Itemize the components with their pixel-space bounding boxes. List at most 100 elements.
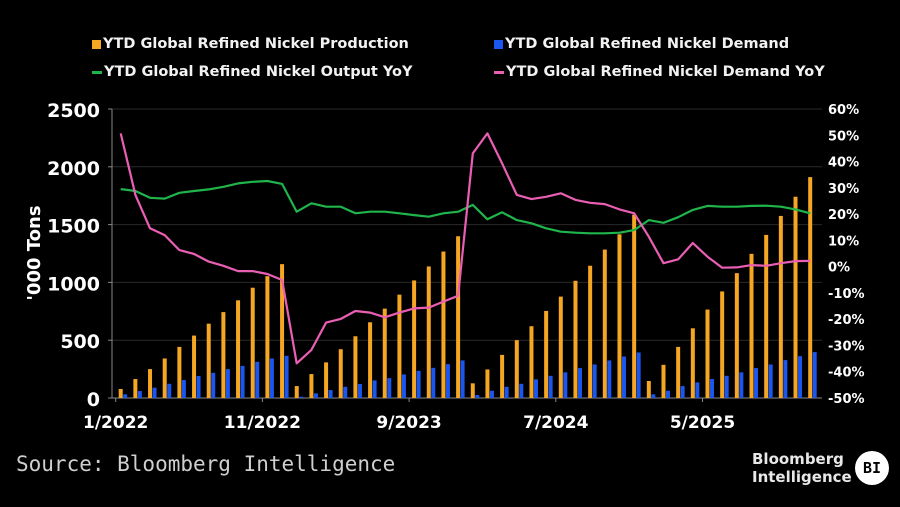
legend-swatch-demand (494, 39, 503, 49)
production-bar (177, 346, 182, 398)
y2-tick-label: 60% (828, 103, 859, 118)
production-bar (206, 323, 211, 398)
production-bar (265, 276, 270, 398)
demand-bar (739, 372, 744, 398)
demand-bar (754, 368, 759, 398)
y-tick-label: 1000 (47, 273, 100, 295)
demand-bar (504, 386, 509, 398)
production-bar (309, 374, 314, 398)
demand-bar (651, 394, 656, 398)
production-bar (294, 386, 299, 398)
demand-bar (299, 396, 304, 398)
production-bar (690, 328, 695, 398)
demand-bar (812, 352, 817, 398)
production-bar (544, 310, 549, 398)
output-yoy-line (120, 179, 811, 235)
production-bar (720, 291, 725, 398)
production-bar (382, 308, 387, 398)
legend-item-output-yoy: YTD Global Refined Nickel Output YoY (92, 64, 413, 80)
production-bar (705, 309, 710, 398)
production-bar (162, 358, 167, 398)
demand-bar (343, 386, 348, 398)
production-bar (412, 280, 417, 398)
demand-bar (123, 394, 128, 398)
legend-swatch-demand-yoy (494, 70, 504, 74)
demand-bar (152, 387, 157, 398)
legend-swatch-output-yoy (92, 70, 102, 74)
legend-swatch-production (92, 39, 101, 49)
production-bar (456, 236, 461, 398)
demand-bar (636, 352, 641, 398)
demand-bar (313, 393, 318, 398)
y2-tick-label: -10% (828, 287, 865, 302)
production-bar (441, 251, 446, 398)
production-bar (749, 253, 754, 398)
production-bar (485, 369, 490, 398)
source-note: Source: Bloomberg Intelligence (16, 452, 396, 476)
production-bar (250, 287, 255, 398)
legend-label: YTD Global Refined Nickel Demand YoY (506, 64, 825, 80)
y-tick-label: 500 (60, 331, 100, 353)
production-bar (588, 265, 593, 398)
demand-bar (445, 364, 450, 398)
production-bar (793, 196, 798, 398)
production-bar (368, 322, 373, 398)
demand-bar (798, 356, 803, 398)
brand-line: Bloomberg (752, 450, 844, 468)
production-bar (617, 234, 622, 398)
production-bar (192, 335, 197, 398)
legend-label: YTD Global Refined Nickel Output YoY (104, 64, 413, 80)
legend-label: YTD Global Refined Nickel Production (103, 36, 409, 52)
y2-tick-label: 0% (828, 261, 850, 276)
legend-label: YTD Global Refined Nickel Demand (505, 36, 790, 52)
production-bar (118, 388, 123, 398)
demand-yoy-line (119, 132, 811, 365)
production-bar (324, 362, 329, 398)
demand-bar (577, 368, 582, 398)
y2-tick-label: 20% (828, 208, 859, 223)
demand-bar (621, 356, 626, 398)
y2-tick-label: -30% (828, 339, 865, 354)
production-bar (338, 349, 343, 398)
production-bar (236, 300, 241, 398)
y2-tick-label: 40% (828, 156, 859, 171)
demand-bar (196, 376, 201, 398)
production-bar (558, 296, 563, 398)
demand-bar (548, 375, 553, 398)
demand-bar (475, 394, 480, 398)
x-tick-label: 1/2022 (83, 413, 148, 433)
y2-tick-label: -20% (828, 313, 865, 328)
demand-bar (137, 391, 142, 398)
y-tick-label: 1500 (47, 216, 100, 238)
production-bar (661, 364, 666, 398)
demand-bar (607, 360, 612, 398)
demand-bar (269, 358, 274, 398)
demand-bar (695, 382, 700, 398)
y2-tick-label: 50% (828, 129, 859, 144)
demand-bar (181, 380, 186, 398)
demand-bar (460, 360, 465, 398)
demand-bar (372, 380, 377, 398)
production-bar (148, 369, 153, 398)
brand-line: Intelligence (752, 468, 852, 486)
demand-bar (387, 378, 392, 398)
demand-bar (284, 355, 289, 398)
demand-bar (665, 390, 670, 398)
y2-tick-label: -50% (828, 392, 865, 407)
x-tick-label: 9/2023 (376, 413, 441, 433)
y2-tick-label: 30% (828, 182, 859, 197)
production-bar (602, 249, 607, 398)
production-bar (764, 234, 769, 398)
x-tick-label: 5/2025 (670, 413, 735, 433)
production-bar (470, 383, 475, 398)
production-bar (632, 214, 637, 398)
demand-bar (489, 390, 494, 398)
production-bar (529, 326, 534, 398)
demand-bar (563, 372, 568, 398)
demand-bar (211, 372, 216, 398)
demand-bar (519, 383, 524, 398)
demand-bar (416, 370, 421, 398)
x-tick-label: 7/2024 (523, 413, 589, 433)
y-tick-label: 2000 (47, 158, 100, 180)
demand-bar (680, 386, 685, 398)
